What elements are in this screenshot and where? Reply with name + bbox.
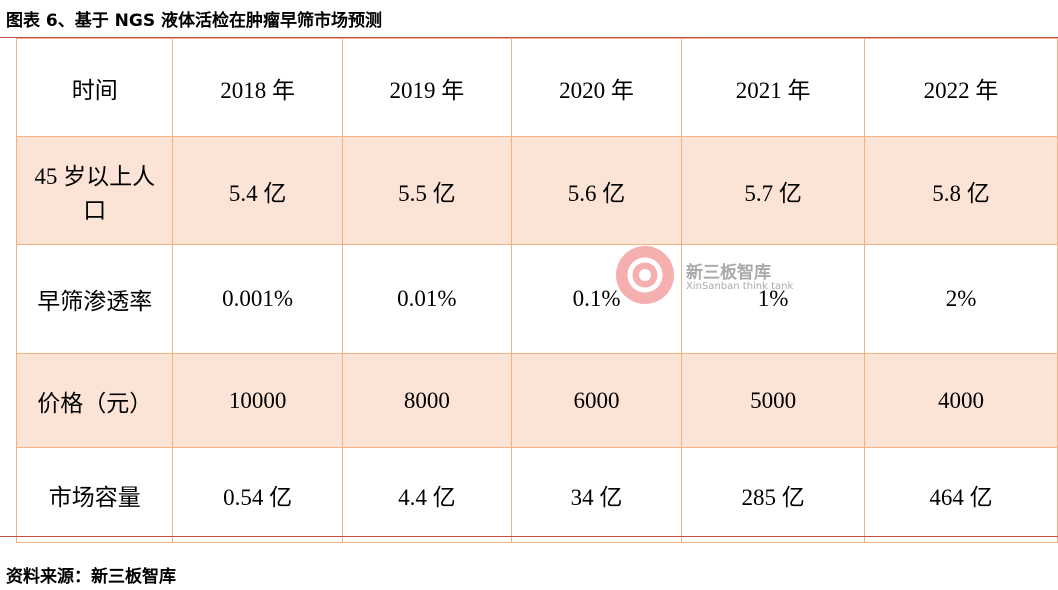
table-cell: 34 亿	[510, 447, 683, 543]
table-row: 市场容量 0.54 亿 4.4 亿 34 亿 285 亿 464 亿	[15, 447, 1058, 543]
table-cell: 45 岁以上人口	[15, 136, 174, 245]
table-cell: 2018 年	[172, 38, 343, 137]
table-row: 时间 2018 年 2019 年 2020 年 2021 年 2022 年	[15, 38, 1058, 137]
title: 图表 6、基于 NGS 液体活检在肿瘤早筛市场预测	[6, 11, 383, 31]
table-cell: 5.4 亿	[172, 136, 343, 245]
table-cell: 0.54 亿	[172, 447, 343, 543]
table-cell: 4.4 亿	[341, 447, 512, 543]
table-cell: 5.5 亿	[341, 136, 512, 245]
table-cell: 2%	[864, 244, 1058, 354]
table: 时间 2018 年 2019 年 2020 年 2021 年 2022 年 45 岁以上人口…	[15, 38, 1058, 543]
table-cell: 早筛渗透率	[15, 244, 174, 354]
table-cell: 464 亿	[864, 447, 1058, 543]
table-cell: 285 亿	[681, 447, 866, 543]
table-cell: 时间	[15, 38, 174, 137]
table-cell: 5.8 亿	[864, 136, 1058, 245]
table-cell: 5.6 亿	[510, 136, 683, 245]
rule	[0, 536, 1058, 537]
watermark-logo	[616, 246, 674, 304]
source: 资料来源：新三板智库	[6, 567, 176, 587]
watermark-subtitle: XinSanban think tank	[686, 281, 794, 292]
table-cell: 5.7 亿	[681, 136, 866, 245]
table-cell: 2020 年	[510, 38, 683, 137]
table-cell: 8000	[341, 353, 512, 448]
table-cell: 2019 年	[341, 38, 512, 137]
table-cell: 2021 年	[681, 38, 866, 137]
table-cell: 6000	[510, 353, 683, 448]
rule	[0, 37, 1058, 38]
table-cell: 0.01%	[341, 244, 512, 354]
table-cell: 2022 年	[864, 38, 1058, 137]
table-cell: 4000	[864, 353, 1058, 448]
table-cell: 市场容量	[15, 447, 174, 543]
table-cell: 1%	[681, 244, 866, 354]
table-row: 早筛渗透率 0.001% 0.01% 0.1% 1% 2%	[15, 244, 1058, 354]
table-row: 45 岁以上人口 5.4 亿 5.5 亿 5.6 亿 5.7 亿 5.8 亿	[15, 136, 1058, 245]
table-cell: 价格（元）	[15, 353, 174, 448]
table-cell: 5000	[681, 353, 866, 448]
table-cell: 10000	[172, 353, 343, 448]
table-row: 价格（元） 10000 8000 6000 5000 4000	[15, 353, 1058, 448]
watermark-name: 新三板智库	[686, 263, 771, 283]
table-cell: 0.001%	[172, 244, 343, 354]
